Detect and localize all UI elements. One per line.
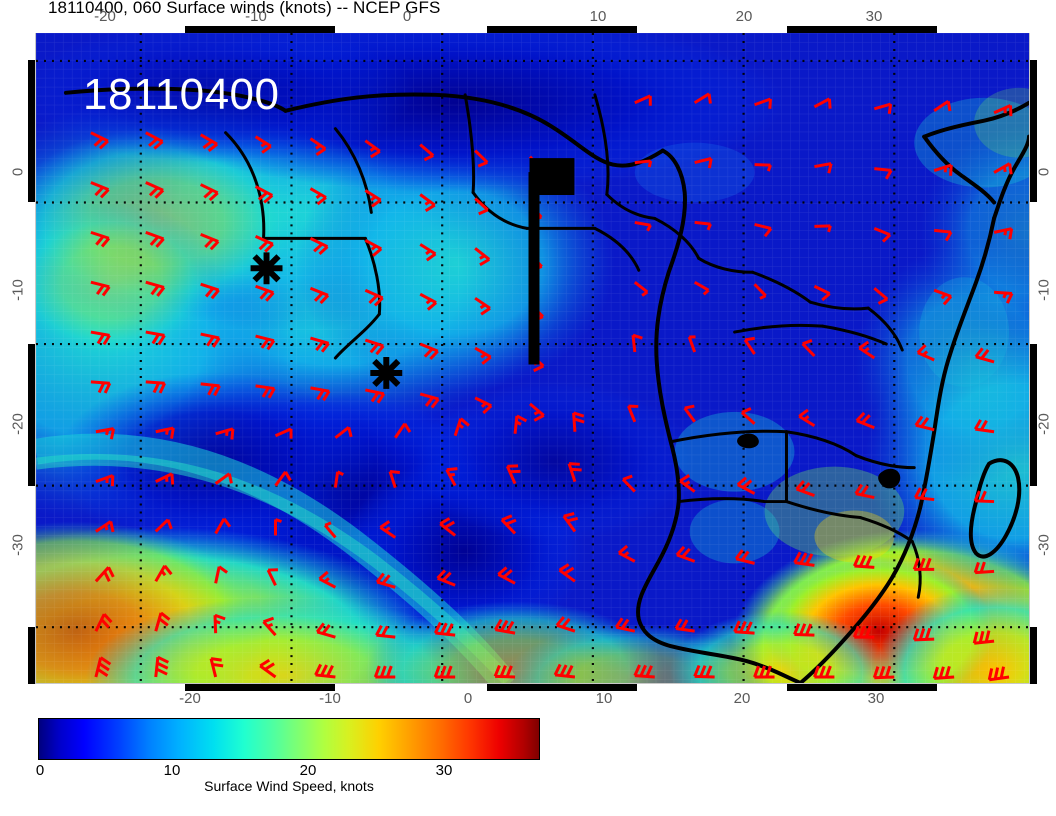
y-tick-right-3: -30 <box>1035 534 1053 556</box>
colorbar-gradient <box>38 718 540 760</box>
colorbar <box>38 718 540 760</box>
x-tick-bottom-4: 20 <box>733 690 751 707</box>
x-tick-bottom-0: -20 <box>179 690 201 707</box>
x-tick-bottom-3: 10 <box>595 690 613 707</box>
x-tick-bottom-1: -10 <box>319 690 341 707</box>
valid-time-stamp: 18110400 <box>83 70 280 119</box>
map-canvas <box>36 33 1029 683</box>
x-tick-top-4: 20 <box>735 8 753 25</box>
storm-track-markers <box>250 158 575 389</box>
y-tick-left-2: -20 <box>9 413 27 435</box>
figure-title: 18110400, 060 Surface winds (knots) -- N… <box>48 0 441 17</box>
y-tick-left-3: -30 <box>9 534 27 556</box>
left-axis-bar <box>28 32 35 684</box>
y-tick-right-1: -10 <box>1035 279 1053 301</box>
right-axis-bar <box>1030 32 1037 684</box>
x-tick-bottom-2: 0 <box>463 690 473 707</box>
colorbar-label: Surface Wind Speed, knots <box>204 778 374 794</box>
x-tick-top-5: 30 <box>865 8 883 25</box>
x-tick-top-0: -20 <box>94 8 116 25</box>
x-tick-top-3: 10 <box>589 8 607 25</box>
colorbar-tick-2: 20 <box>299 762 317 779</box>
coastline-and-borders <box>63 86 1029 683</box>
colorbar-tick-3: 30 <box>435 762 453 779</box>
flag-pole-marker <box>528 158 575 365</box>
bottom-axis-bar <box>35 684 1030 691</box>
y-tick-right-0: 0 <box>1035 167 1053 177</box>
x-tick-top-2: 0 <box>402 8 412 25</box>
x-tick-bottom-5: 30 <box>867 690 885 707</box>
y-tick-right-2: -20 <box>1035 413 1053 435</box>
top-axis-bar <box>35 26 1030 33</box>
colorbar-tick-0: 0 <box>35 762 45 779</box>
y-tick-left-1: -10 <box>9 279 27 301</box>
colorbar-tick-1: 10 <box>163 762 181 779</box>
x-tick-top-1: -10 <box>245 8 267 25</box>
asterisk-marker-1 <box>250 252 283 285</box>
y-tick-left-0: 0 <box>9 167 27 177</box>
asterisk-marker-2 <box>370 357 403 389</box>
map-plot-area[interactable]: 18110400 <box>35 32 1030 684</box>
